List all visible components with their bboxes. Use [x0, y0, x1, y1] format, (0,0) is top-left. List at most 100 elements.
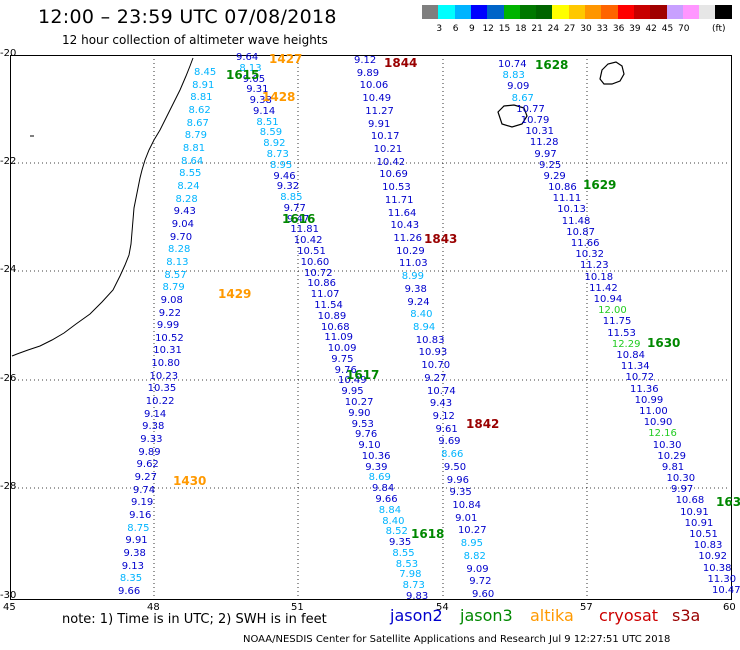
- swh-value-label: 11.36: [630, 383, 659, 395]
- swh-value-label: 9.38: [123, 548, 146, 560]
- swh-value-label: 8.83: [502, 70, 525, 82]
- swh-value-label: 10.84: [616, 349, 646, 361]
- swh-value-label: 8.64: [181, 155, 204, 167]
- color-swatch: [699, 5, 717, 19]
- mauritius-island: [599, 61, 625, 85]
- swh-value-label: 9.74: [132, 484, 156, 496]
- swh-value-label: 9.64: [236, 52, 259, 63]
- swh-value-label: 8.59: [259, 127, 283, 139]
- swh-value-label: 10.52: [155, 332, 184, 344]
- swh-value-label: 12.00: [598, 305, 627, 317]
- swh-value-label: 10.21: [373, 144, 403, 155]
- swh-value-label: 10.99: [634, 394, 664, 406]
- swh-value-label: 10.90: [643, 417, 673, 429]
- color-swatch: [682, 5, 700, 19]
- color-scale-label: 70: [678, 24, 690, 34]
- swh-value-label: 8.79: [184, 130, 207, 142]
- credit-footer: NOAA/NESDIS Center for Satellite Applica…: [243, 634, 671, 645]
- latitude-label: -20: [0, 48, 17, 59]
- swh-value-label: 10.53: [382, 182, 411, 194]
- swh-value-label: 8.69: [368, 472, 391, 484]
- swh-value-label: 9.27: [134, 472, 157, 484]
- swh-value-label: 10.09: [327, 343, 357, 355]
- swh-value-label: 8.92: [263, 138, 286, 150]
- swh-value-label: 9.16: [129, 510, 152, 522]
- swh-value-label: 8.40: [382, 515, 405, 527]
- swh-value-label: 9.83: [406, 591, 429, 602]
- swh-value-label: 9.12: [432, 411, 455, 422]
- swh-value-label: 11.42: [589, 282, 618, 294]
- swh-value-label: 9.61: [435, 423, 458, 435]
- swh-value-label: 11.09: [324, 332, 354, 344]
- color-swatch: [487, 5, 505, 19]
- swh-value-label: 10.91: [684, 517, 714, 529]
- reunion-island: [497, 104, 528, 128]
- longitude-label: 54: [436, 602, 449, 613]
- swh-value-label: 11.11: [552, 193, 582, 205]
- swh-value-label: 9.46: [273, 170, 296, 182]
- color-scale-label: 6: [452, 24, 459, 34]
- swh-value-label: 9.89: [138, 446, 161, 458]
- swh-value-label: 9.10: [358, 440, 381, 452]
- swh-value-label: 10.86: [307, 278, 337, 290]
- color-swatch: [503, 5, 521, 19]
- pass-time-label: 1844: [384, 56, 418, 70]
- pass-time-label: 1842: [466, 417, 500, 431]
- color-scale-label: 39: [629, 24, 641, 34]
- swh-value-label: 9.22: [158, 307, 182, 319]
- swh-value-label: 10.13: [557, 204, 586, 216]
- swh-value-label: 10.83: [693, 540, 723, 552]
- swh-value-label: 8.75: [127, 522, 150, 534]
- swh-value-label: 9.69: [438, 436, 461, 448]
- pass-time-label: 1618: [411, 527, 445, 541]
- swh-value-label: 10.22: [145, 396, 175, 408]
- swh-value-label: 10.49: [338, 375, 367, 387]
- swh-value-label: 9.05: [242, 73, 266, 85]
- graticule: [10, 55, 730, 597]
- legend-altika: altika: [530, 606, 574, 625]
- swh-value-label: 11.66: [570, 238, 600, 250]
- swh-value-label: 11.03: [398, 258, 428, 270]
- color-scale-label: 30: [580, 24, 592, 34]
- swh-value-label: 11.30: [707, 573, 737, 585]
- color-swatch: [585, 5, 602, 19]
- swh-value-label: 8.52: [385, 526, 408, 538]
- pass-time-label: 1628: [535, 58, 569, 72]
- swh-value-label: 8.84: [378, 504, 402, 516]
- swh-value-label: 11.34: [620, 361, 650, 373]
- swh-value-label: 11.26: [393, 233, 422, 244]
- latitude-label: -24: [0, 264, 17, 275]
- swh-value-label: 9.53: [351, 418, 374, 430]
- color-scale-label: 21: [531, 24, 543, 34]
- legend-cryosat: cryosat: [599, 606, 659, 625]
- color-scale-label: 9: [469, 24, 475, 34]
- swh-value-label: 8.57: [164, 269, 187, 281]
- swh-value-label: 10.51: [689, 529, 718, 541]
- pass-time-label: 1843: [424, 232, 458, 246]
- swh-value-label: 9.96: [446, 474, 469, 486]
- color-swatch: [666, 5, 684, 19]
- swh-value-label: 10.43: [390, 220, 420, 232]
- latitude-label: -22: [0, 156, 17, 167]
- swh-value-label: 8.99: [401, 271, 425, 283]
- longitude-label: 51: [291, 602, 304, 613]
- swh-value-label: 11.54: [314, 299, 343, 311]
- swh-value-label: 10.68: [675, 495, 705, 507]
- swh-value-label: 9.04: [171, 218, 195, 230]
- swh-value-label: 8.81: [182, 142, 206, 154]
- swh-value-label: 9.13: [121, 560, 144, 572]
- swh-value-label: 11.28: [529, 137, 559, 149]
- color-swatch: [519, 5, 537, 19]
- swh-value-label: 10.32: [575, 249, 605, 261]
- swh-value-label: 10.27: [344, 396, 374, 408]
- swh-value-label: 8.62: [188, 104, 211, 116]
- swh-value-label: 9.25: [538, 159, 562, 171]
- swh-value-label: 9.66: [118, 586, 141, 597]
- swh-value-label: 8.13: [166, 256, 189, 268]
- pass-time-label: 1429: [218, 287, 252, 301]
- swh-value-label: 9.62: [136, 459, 159, 471]
- color-swatch: [715, 5, 733, 19]
- swh-value-label: 8.24: [177, 180, 200, 192]
- swh-value-label: 8.82: [463, 550, 486, 562]
